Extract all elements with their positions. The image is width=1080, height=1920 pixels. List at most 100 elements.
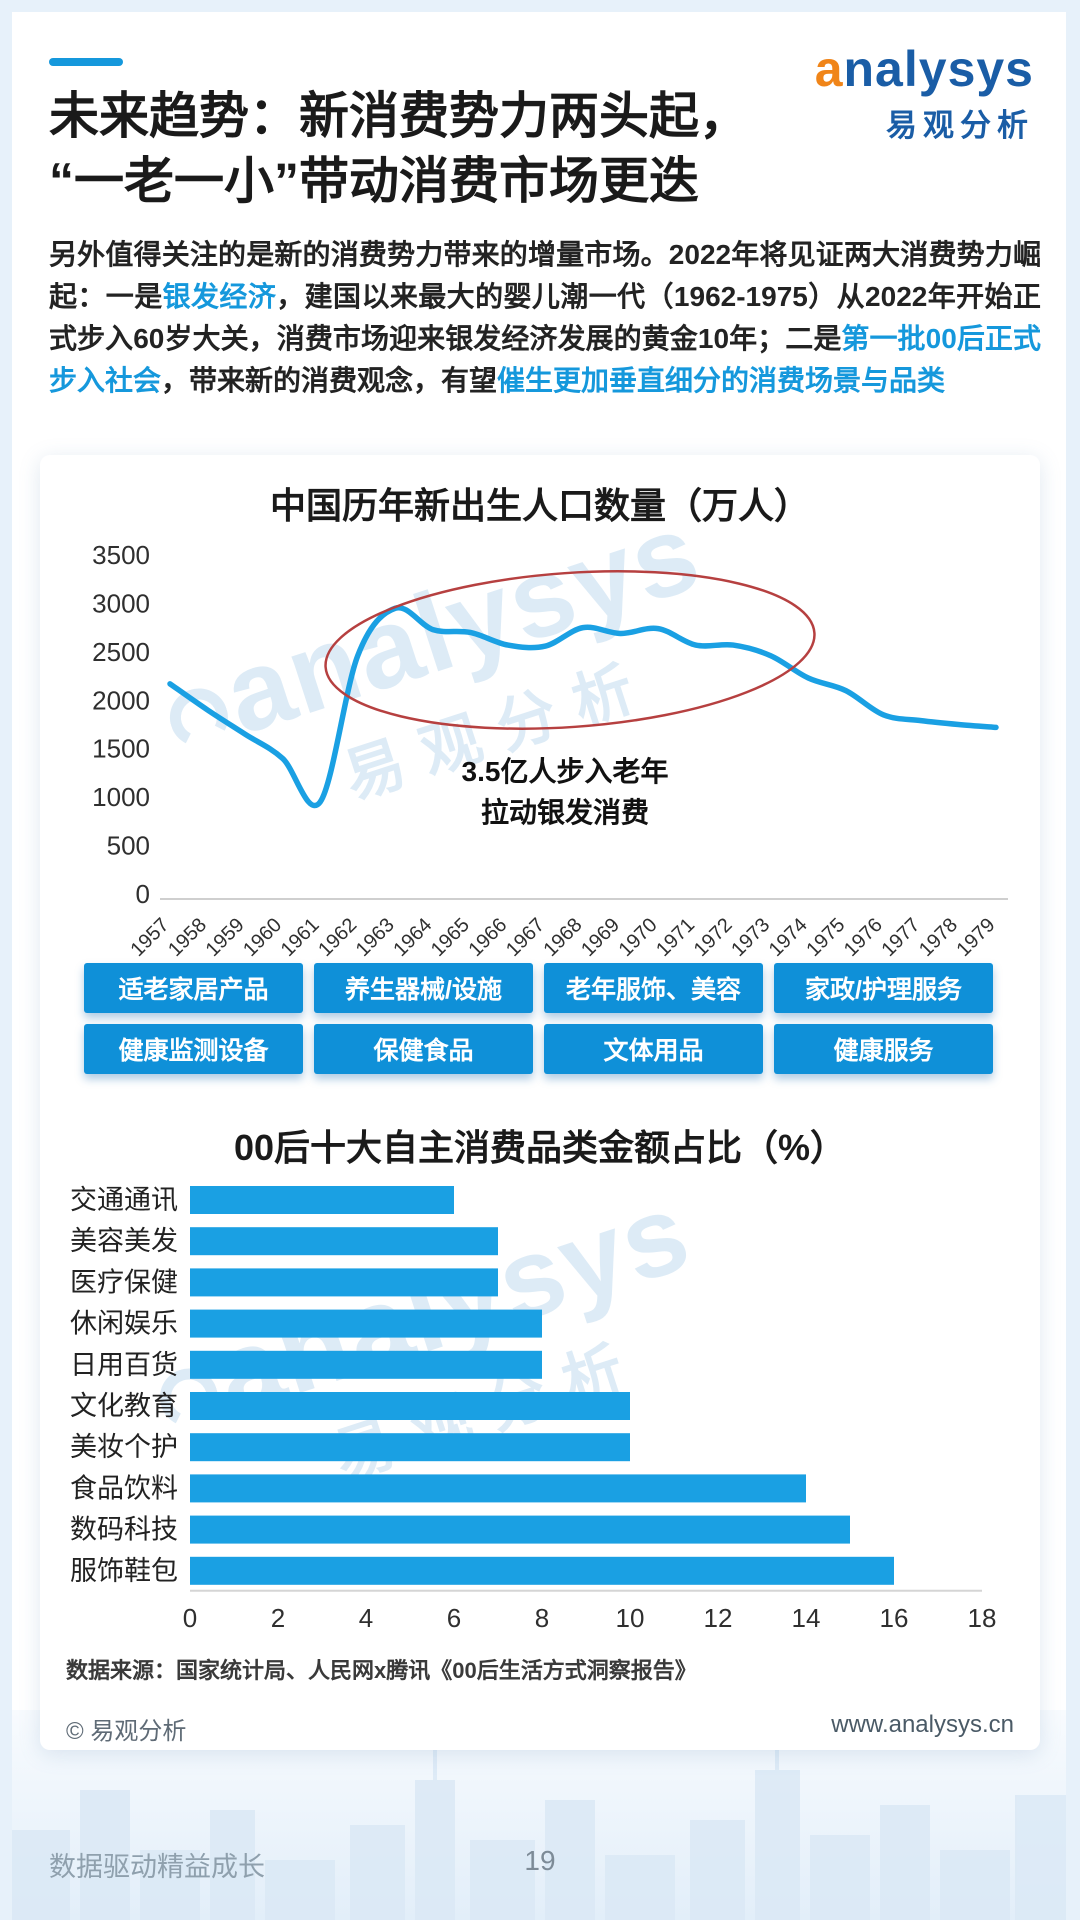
bar bbox=[190, 1350, 542, 1379]
x-axis-tick: 10 bbox=[616, 1603, 645, 1633]
category-tag: 健康监测设备 bbox=[84, 1024, 303, 1074]
logo-a-icon: a bbox=[814, 41, 844, 97]
intro-paragraph: 另外值得关注的是新的消费势力带来的增量市场。2022年将见证两大消费势力崛起：一… bbox=[49, 234, 1041, 402]
category-tag: 健康服务 bbox=[774, 1024, 993, 1074]
x-axis-tick: 1974 bbox=[765, 914, 812, 960]
x-axis-tick: 1971 bbox=[652, 914, 699, 960]
bar-chart-title: 00后十大自主消费品类金额占比（%） bbox=[233, 1127, 847, 1168]
x-axis-tick: 1976 bbox=[840, 914, 887, 960]
bar-category-label: 食品饮料 bbox=[70, 1473, 178, 1503]
card-footer: © 易观分析 www.analysys.cn bbox=[66, 1711, 1014, 1746]
x-axis-tick: 1979 bbox=[953, 914, 1000, 960]
data-source-note: 数据来源：国家统计局、人民网x腾讯《00后生活方式洞察报告》 bbox=[66, 1658, 697, 1683]
content-card: analysys 易观分析 中国历年新出生人口数量（万人） 0 500 1000 15… bbox=[40, 455, 1040, 1750]
footer-slogan: 数据驱动精益成长 bbox=[49, 1852, 265, 1882]
highlight-ellipse bbox=[324, 570, 816, 730]
birth-population-line-chart: 0 500 1000 1500 2000 2500 3000 3500 195719581959… bbox=[92, 540, 1008, 960]
bar bbox=[190, 1186, 454, 1214]
y-axis-tick: 2500 bbox=[92, 637, 150, 667]
x-axis-tick: 16 bbox=[880, 1603, 909, 1633]
x-axis-tick: 2 bbox=[271, 1603, 285, 1633]
highlighted-text: 第一批00后正式步入社会 bbox=[49, 323, 1041, 396]
bar bbox=[190, 1268, 498, 1297]
page-footer: 数据驱动精益成长 19 bbox=[0, 1845, 1080, 1885]
category-tag: 文体用品 bbox=[544, 1024, 763, 1074]
bar-category-label: 交通通讯 bbox=[70, 1185, 178, 1215]
copyright-text: © 易观分析 bbox=[66, 1718, 187, 1745]
x-axis-tick: 1975 bbox=[802, 914, 849, 960]
logo-chinese: 易观分析 bbox=[886, 108, 1034, 143]
bar bbox=[190, 1227, 498, 1256]
x-axis-tick: 1977 bbox=[877, 914, 924, 960]
x-axis-tick: 1972 bbox=[690, 914, 737, 960]
y-axis-tick: 0 bbox=[136, 879, 150, 909]
x-axis-tick: 1957 bbox=[127, 914, 174, 960]
x-axis-tick: 12 bbox=[704, 1603, 733, 1633]
highlighted-text: 银发经济 bbox=[162, 281, 277, 312]
gen-z-consumption-bar-chart: 交通通讯美容美发医疗保健休闲娱乐日用百货文化教育美妆个护食品饮料数码科技服饰鞋包… bbox=[70, 1185, 997, 1633]
x-axis-tick: 14 bbox=[792, 1603, 821, 1633]
x-axis-tick: 4 bbox=[359, 1603, 373, 1633]
page-frame-top bbox=[0, 0, 1080, 12]
bar bbox=[190, 1515, 850, 1544]
bar-category-label: 文化教育 bbox=[70, 1391, 178, 1421]
x-axis-tick: 1960 bbox=[239, 914, 286, 960]
bar bbox=[190, 1556, 894, 1585]
paragraph-text: ，建国以来最大的婴儿潮一代（1962-1975）从2022年开始正式步入60岁大… bbox=[49, 281, 1041, 354]
category-tag: 老年服饰、美容 bbox=[544, 963, 763, 1013]
y-axis-tick: 500 bbox=[107, 831, 150, 861]
bar-category-label: 美容美发 bbox=[70, 1226, 178, 1256]
senior-consumption-tags: 适老家居产品 养生器械/设施 老年服饰、美容 家政/护理服务健康监测设备 保健食品 文体用… bbox=[84, 963, 996, 1074]
category-tag: 养生器械/设施 bbox=[314, 963, 533, 1013]
paragraph-text: 另外值得关注的是新的消费势力带来的增量市场。2022年将见证两大消费势力崛起：一… bbox=[49, 239, 1041, 312]
bar-category-label: 美妆个护 bbox=[70, 1432, 178, 1462]
logo-wordmark: analysys bbox=[815, 44, 1034, 94]
accent-dash bbox=[49, 58, 123, 66]
x-axis-tick: 1970 bbox=[615, 914, 662, 960]
y-axis-tick: 2000 bbox=[92, 685, 150, 715]
bar-category-label: 休闲娱乐 bbox=[70, 1309, 178, 1339]
logo-rest: nalysys bbox=[843, 41, 1034, 97]
bar-category-label: 服饰鞋包 bbox=[70, 1556, 178, 1586]
x-axis-tick: 1963 bbox=[352, 914, 399, 960]
highlighted-text: 催生更加垂直细分的消费场景与品类 bbox=[497, 365, 946, 396]
y-axis-tick: 1500 bbox=[92, 734, 150, 764]
x-axis-tick: 6 bbox=[447, 1603, 461, 1633]
x-axis-tick: 1969 bbox=[577, 914, 624, 960]
page-title-line2: “一老一小”带动消费市场更迭 bbox=[49, 153, 699, 209]
bar bbox=[190, 1309, 542, 1338]
x-axis-tick: 1973 bbox=[727, 914, 774, 960]
page-number: 19 bbox=[524, 1845, 556, 1876]
chart-annotation: 拉动银发消费 bbox=[481, 796, 649, 828]
category-tag: 保健食品 bbox=[314, 1024, 533, 1074]
x-axis-tick: 1965 bbox=[427, 914, 474, 960]
bar bbox=[190, 1392, 630, 1420]
chart-annotation: 3.5亿人步入老年 bbox=[462, 755, 669, 787]
category-tag: 家政/护理服务 bbox=[774, 963, 993, 1013]
bar-category-label: 医疗保健 bbox=[70, 1267, 178, 1297]
x-axis-tick: 1966 bbox=[464, 914, 511, 960]
x-axis-tick: 18 bbox=[968, 1603, 997, 1633]
analysys-logo: analysys 易观分析 bbox=[815, 44, 1034, 145]
y-axis-tick: 3000 bbox=[92, 588, 150, 618]
x-axis-tick: 1978 bbox=[915, 914, 962, 960]
birth-population-line bbox=[167, 605, 999, 808]
x-axis-tick: 1964 bbox=[389, 914, 436, 960]
x-axis-tick: 1958 bbox=[164, 914, 211, 960]
line-chart-title: 中国历年新出生人口数量（万人） bbox=[269, 485, 810, 526]
category-tag: 适老家居产品 bbox=[84, 963, 303, 1013]
page-title: 未来趋势：新消费势力两头起， “一老一小”带动消费市场更迭 bbox=[49, 84, 749, 214]
x-axis-tick: 8 bbox=[535, 1603, 549, 1633]
x-axis-tick: 1968 bbox=[540, 914, 587, 960]
page-frame-left bbox=[0, 0, 12, 1920]
x-axis-tick: 1959 bbox=[202, 914, 249, 960]
y-axis-tick: 3500 bbox=[92, 540, 150, 570]
x-axis-tick: 1961 bbox=[277, 914, 324, 960]
bar-category-label: 日用百货 bbox=[70, 1350, 178, 1380]
x-axis-tick: 1967 bbox=[502, 914, 549, 960]
y-axis-tick: 1000 bbox=[92, 782, 150, 812]
website-link[interactable]: www.analysys.cn bbox=[831, 1711, 1014, 1738]
page-title-line1: 未来趋势：新消费势力两头起， bbox=[49, 88, 749, 144]
paragraph-text: ，带来新的消费观念，有望 bbox=[161, 365, 498, 396]
